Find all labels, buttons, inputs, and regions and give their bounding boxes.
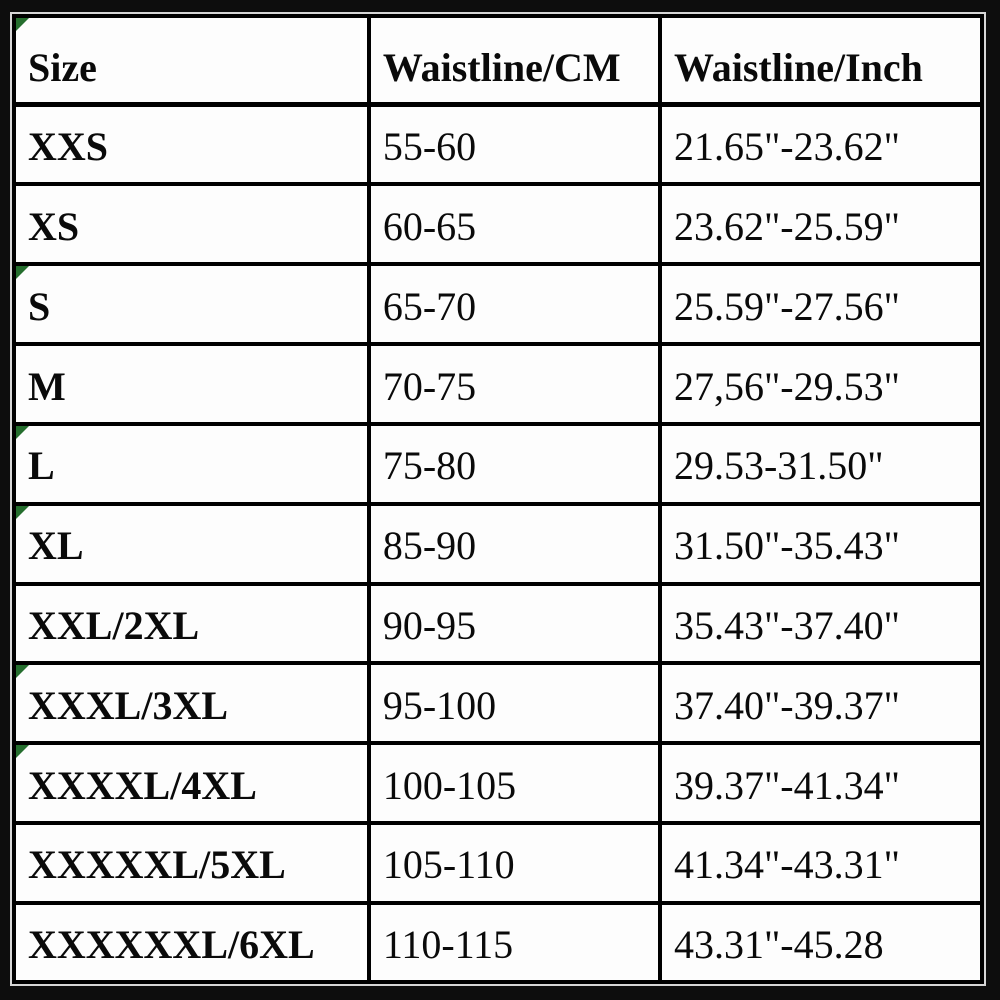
waistline-inch-cell: 41.34"-43.31" — [657, 820, 980, 903]
header-row: Size Waistline/CM Waistline/Inch — [16, 18, 980, 107]
size-cell: XXL/2XL — [16, 581, 369, 664]
size-value: XL — [28, 523, 84, 569]
excel-corner-marker-icon — [16, 747, 29, 759]
waistline-inch-cell: 21.65"-23.62" — [657, 101, 980, 185]
size-chart-table: Size Waistline/CM Waistline/Inch XXS 55-… — [16, 18, 980, 980]
waistline-inch-cell: 25.59"-27.56" — [657, 262, 980, 345]
waistline-inch-value: 39.37"-41.34" — [673, 762, 900, 808]
size-value: XXXL/3XL — [28, 682, 229, 728]
table-row: XXXXL/4XL 100-105 39.37"-41.34" — [16, 741, 980, 823]
column-header-waistline-cm-label: Waistline/CM — [382, 45, 621, 91]
table-row: XS 60-65 23.62"-25.59" — [16, 182, 980, 265]
waistline-inch-cell: 23.62"-25.59" — [657, 182, 980, 265]
column-header-waistline-inch: Waistline/Inch — [657, 18, 980, 107]
excel-corner-marker-icon — [16, 667, 29, 679]
waistline-cm-cell: 90-95 — [366, 581, 660, 664]
waistline-inch-value: 23.62"-25.59" — [673, 203, 900, 249]
table-row: S 65-70 25.59"-27.56" — [16, 262, 980, 345]
table-row: XXL/2XL 90-95 35.43"-37.40" — [16, 581, 980, 664]
size-cell: XXS — [16, 101, 369, 185]
waistline-inch-value: 43.31"-45.28 — [673, 921, 884, 967]
waistline-inch-cell: 37.40"-39.37" — [657, 661, 980, 744]
waistline-cm-cell: 65-70 — [366, 262, 660, 345]
waistline-cm-value: 100-105 — [382, 762, 517, 808]
waistline-cm-cell: 105-110 — [366, 820, 660, 903]
table-row: XXXL/3XL 95-100 37.40"-39.37" — [16, 661, 980, 744]
waistline-cm-value: 60-65 — [382, 203, 477, 249]
size-value: XS — [28, 203, 80, 249]
waistline-cm-value: 105-110 — [382, 842, 515, 888]
size-cell: M — [16, 342, 369, 424]
waistline-inch-value: 31.50"-35.43" — [673, 523, 900, 569]
column-header-waistline-inch-label: Waistline/Inch — [673, 45, 923, 91]
size-value: XXXXXL/5XL — [28, 842, 286, 888]
waistline-cm-cell: 110-115 — [366, 900, 660, 980]
size-cell: XXXL/3XL — [16, 661, 369, 744]
size-value: XXXXL/4XL — [28, 762, 257, 808]
waistline-cm-cell: 70-75 — [366, 342, 660, 424]
waistline-inch-value: 25.59"-27.56" — [673, 283, 900, 329]
waistline-cm-value: 90-95 — [382, 602, 477, 648]
size-value: XXS — [28, 123, 109, 169]
waistline-inch-cell: 27,56"-29.53" — [657, 342, 980, 424]
excel-corner-marker-icon — [16, 507, 29, 519]
waistline-cm-value: 95-100 — [382, 682, 497, 728]
table-row: XXXXXL/5XL 105-110 41.34"-43.31" — [16, 820, 980, 903]
size-value: XXL/2XL — [28, 602, 200, 648]
size-cell: XL — [16, 501, 369, 584]
waistline-cm-cell: 95-100 — [366, 661, 660, 744]
table-row: L 75-80 29.53-31.50" — [16, 421, 980, 504]
waistline-cm-value: 65-70 — [382, 283, 477, 329]
waistline-inch-value: 41.34"-43.31" — [673, 842, 900, 888]
waistline-cm-value: 110-115 — [382, 921, 514, 967]
waistline-inch-cell: 43.31"-45.28 — [657, 900, 980, 980]
excel-corner-marker-icon — [16, 427, 29, 439]
waistline-cm-value: 55-60 — [382, 123, 477, 169]
waistline-inch-value: 35.43"-37.40" — [673, 602, 900, 648]
size-value: L — [28, 443, 55, 489]
waistline-cm-cell: 60-65 — [366, 182, 660, 265]
size-cell: S — [16, 262, 369, 345]
column-header-waistline-cm: Waistline/CM — [366, 18, 660, 107]
size-cell: XS — [16, 182, 369, 265]
waistline-cm-cell: 100-105 — [366, 741, 660, 823]
column-header-size-label: Size — [28, 45, 97, 91]
waistline-inch-value: 27,56"-29.53" — [673, 363, 900, 409]
waistline-inch-cell: 39.37"-41.34" — [657, 741, 980, 823]
size-cell: XXXXXXL/6XL — [16, 900, 369, 980]
size-cell: XXXXL/4XL — [16, 741, 369, 823]
table-row: XXXXXXL/6XL 110-115 43.31"-45.28 — [16, 900, 980, 980]
waistline-cm-cell: 55-60 — [366, 101, 660, 185]
size-value: S — [28, 283, 51, 329]
waistline-inch-value: 21.65"-23.62" — [673, 123, 900, 169]
waistline-cm-value: 85-90 — [382, 523, 477, 569]
size-cell: XXXXXL/5XL — [16, 820, 369, 903]
excel-corner-marker-icon — [16, 18, 29, 31]
waistline-inch-cell: 31.50"-35.43" — [657, 501, 980, 584]
column-header-size: Size — [16, 18, 369, 107]
waistline-inch-cell: 35.43"-37.40" — [657, 581, 980, 664]
size-value: XXXXXXL/6XL — [28, 921, 315, 967]
table-row: XL 85-90 31.50"-35.43" — [16, 501, 980, 584]
waistline-inch-cell: 29.53-31.50" — [657, 421, 980, 504]
size-cell: L — [16, 421, 369, 504]
excel-corner-marker-icon — [16, 268, 29, 280]
table-row: XXS 55-60 21.65"-23.62" — [16, 101, 980, 185]
size-value: M — [28, 363, 66, 409]
waistline-cm-value: 75-80 — [382, 443, 477, 489]
waistline-cm-value: 70-75 — [382, 363, 477, 409]
waistline-cm-cell: 85-90 — [366, 501, 660, 584]
waistline-cm-cell: 75-80 — [366, 421, 660, 504]
waistline-inch-value: 29.53-31.50" — [673, 443, 884, 489]
table-row: M 70-75 27,56"-29.53" — [16, 342, 980, 424]
waistline-inch-value: 37.40"-39.37" — [673, 682, 900, 728]
size-chart-table-frame: Size Waistline/CM Waistline/Inch XXS 55-… — [10, 12, 986, 986]
